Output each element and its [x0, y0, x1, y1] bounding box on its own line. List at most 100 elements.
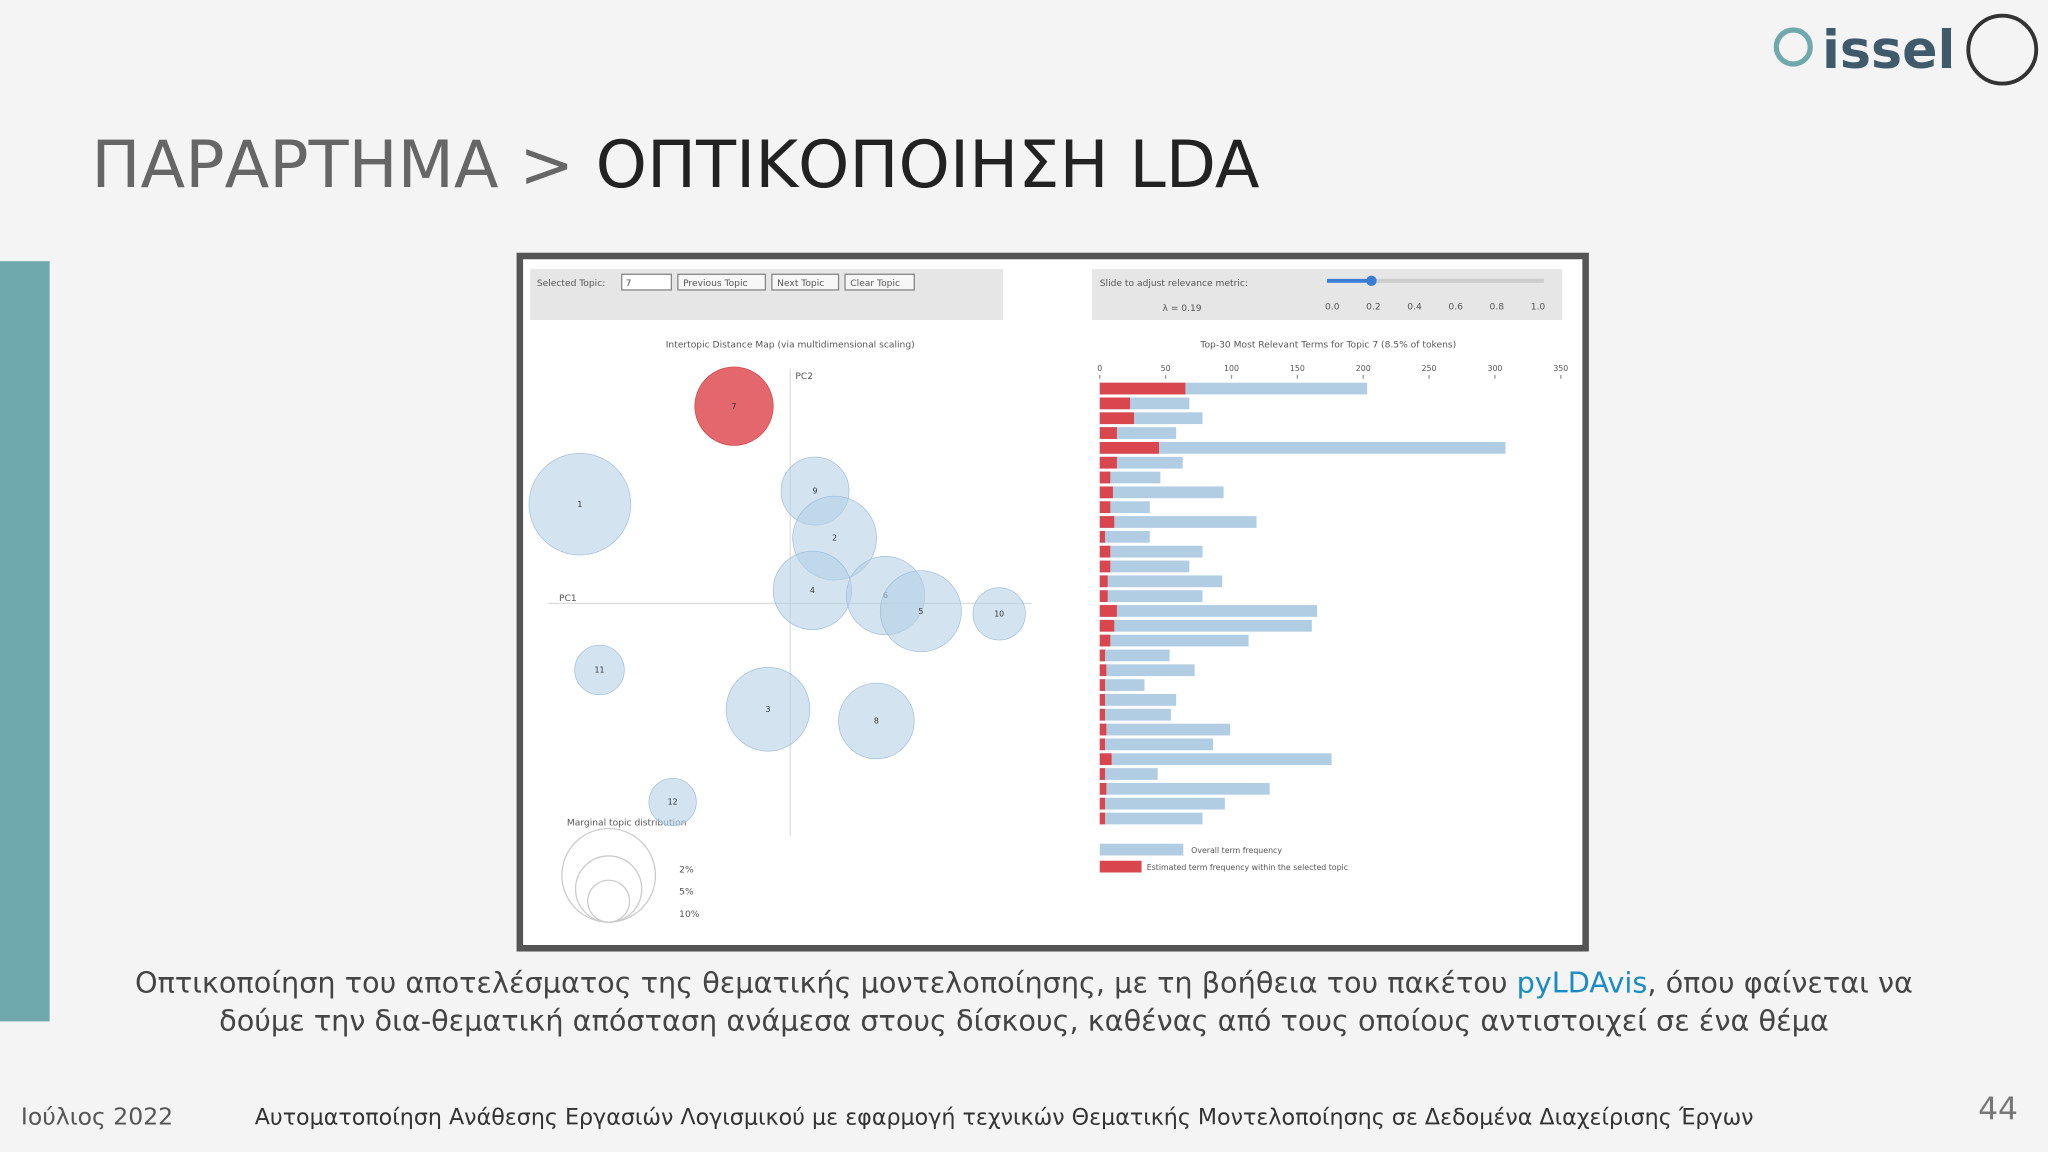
title-prefix: ΠΑΡΑΡΤΗΜΑ >	[91, 127, 574, 203]
slider-tick: 0.8	[1490, 303, 1505, 313]
legend-label: Overall term frequency	[1191, 846, 1282, 855]
figure-content: 0.00.20.40.60.81.07192465101138122%5%10%…	[528, 303, 1568, 923]
bar-overall	[1099, 723, 1231, 736]
bar-overall	[1099, 768, 1158, 780]
topic-label: 4	[810, 586, 815, 595]
bar-estimated	[1099, 456, 1117, 469]
clear-button[interactable]	[844, 273, 915, 291]
bar-overall	[1099, 812, 1203, 825]
bar-estimated	[1099, 768, 1106, 780]
topic-label: 2	[832, 534, 837, 543]
title-main: ΟΠΤΙΚΟΠΟΙΗΣΗ LDA	[596, 127, 1260, 203]
bar-overall	[1099, 708, 1171, 721]
bar-overall	[1099, 501, 1150, 514]
bar-estimated	[1099, 486, 1113, 499]
bar-estimated	[1099, 441, 1160, 454]
side-bar	[0, 261, 50, 1022]
bar-overall	[1099, 560, 1190, 573]
legend-circle	[561, 827, 657, 923]
topic-label: 3	[766, 705, 771, 714]
legend-label: Estimated term frequency within the sele…	[1147, 863, 1348, 872]
topic-input-value: 7	[626, 279, 632, 289]
next-button[interactable]	[771, 273, 840, 291]
bar-estimated	[1099, 471, 1111, 484]
topic-label: 7	[732, 402, 737, 411]
bar-overall	[1099, 397, 1190, 410]
logo: issel	[1822, 21, 1955, 81]
x-tick-label: 250	[1422, 364, 1437, 373]
bar-overall	[1099, 605, 1318, 617]
bar-estimated	[1099, 501, 1111, 514]
caption-text: , όπου φαίνεται να	[1647, 966, 1913, 1000]
emblem	[1966, 13, 2039, 86]
slider-tick: 1.0	[1531, 303, 1546, 313]
topic-circle	[838, 682, 915, 760]
lambda: λ = 0.19	[1162, 304, 1201, 314]
slider-handle[interactable]	[1366, 275, 1377, 287]
bar-estimated	[1099, 738, 1106, 751]
slider-tick: 0.6	[1448, 303, 1463, 313]
x-tick-label: 50	[1161, 364, 1171, 373]
previous-button[interactable]	[677, 273, 767, 291]
bar-overall	[1099, 516, 1257, 528]
x-tick-label: 300	[1487, 364, 1502, 373]
logo-icon	[1773, 27, 1813, 67]
slider-tick: 0.2	[1366, 303, 1381, 313]
bar-overall	[1099, 471, 1161, 484]
map-legend-title: Marginal topic distribution	[567, 818, 687, 828]
bar-overall	[1099, 649, 1170, 662]
bar-estimated	[1099, 664, 1107, 677]
bar-estimated	[1099, 782, 1107, 795]
legend-label: 2%	[679, 865, 694, 875]
topic-circle	[574, 644, 625, 696]
caption-line1: Οπτικοποίηση του αποτελέσματος της θεματ…	[135, 966, 1913, 1000]
bar-estimated	[1099, 412, 1135, 425]
x-tick-label: 150	[1290, 364, 1305, 373]
x-tick-label: 200	[1356, 364, 1371, 373]
bar-overall	[1099, 753, 1332, 766]
slider-panel	[1091, 269, 1563, 320]
topic-label: 12	[668, 798, 678, 807]
bar-estimated	[1099, 575, 1108, 588]
topic-circle	[972, 587, 1026, 641]
topic-label: 9	[813, 487, 818, 496]
caption-line2: δούμε την δια-θεματική απόσταση ανάμεσα …	[219, 1004, 1829, 1038]
footer-title: Αυτοματοποίηση Ανάθεσης Εργασιών Λογισμι…	[255, 1105, 1754, 1131]
topic-label: 11	[595, 666, 605, 675]
bar-overall	[1099, 694, 1177, 706]
bar-overall	[1099, 456, 1183, 469]
bar-estimated	[1099, 427, 1117, 439]
legend-swatch	[1099, 860, 1142, 873]
bar-estimated	[1099, 560, 1111, 573]
topic-input[interactable]	[621, 273, 672, 291]
bar-estimated	[1099, 708, 1106, 721]
page-number: 44	[1978, 1091, 2018, 1127]
bar-estimated	[1099, 634, 1111, 647]
bar-overall	[1099, 530, 1150, 543]
topic-circle	[528, 452, 632, 556]
legend-label: 5%	[679, 888, 694, 898]
topic-circle	[694, 366, 774, 446]
bar-estimated	[1099, 753, 1112, 766]
slider-label: Slide to adjust relevance metric:	[1100, 279, 1248, 289]
bar-overall	[1099, 634, 1249, 647]
bar-estimated	[1099, 694, 1106, 706]
caption-link[interactable]: pyLDAvis	[1517, 966, 1648, 1000]
bar-overall	[1099, 664, 1195, 677]
x-tick-label: 350	[1553, 364, 1568, 373]
bar-estimated	[1099, 679, 1106, 691]
bar-overall	[1099, 575, 1223, 588]
topic-circle	[648, 777, 697, 826]
bar-estimated	[1099, 382, 1186, 395]
topic-label: 10	[994, 609, 1004, 618]
bar-overall	[1099, 590, 1203, 602]
controls-panel	[530, 269, 1004, 320]
bar-overall	[1099, 619, 1312, 632]
topic-circle	[725, 666, 811, 752]
clear-label: Clear Topic	[850, 279, 900, 289]
bar-overall	[1099, 382, 1368, 395]
bar-overall	[1099, 738, 1214, 751]
map-title: Intertopic Distance Map (via multidimens…	[666, 340, 915, 350]
pc2-label: PC2	[795, 372, 813, 382]
